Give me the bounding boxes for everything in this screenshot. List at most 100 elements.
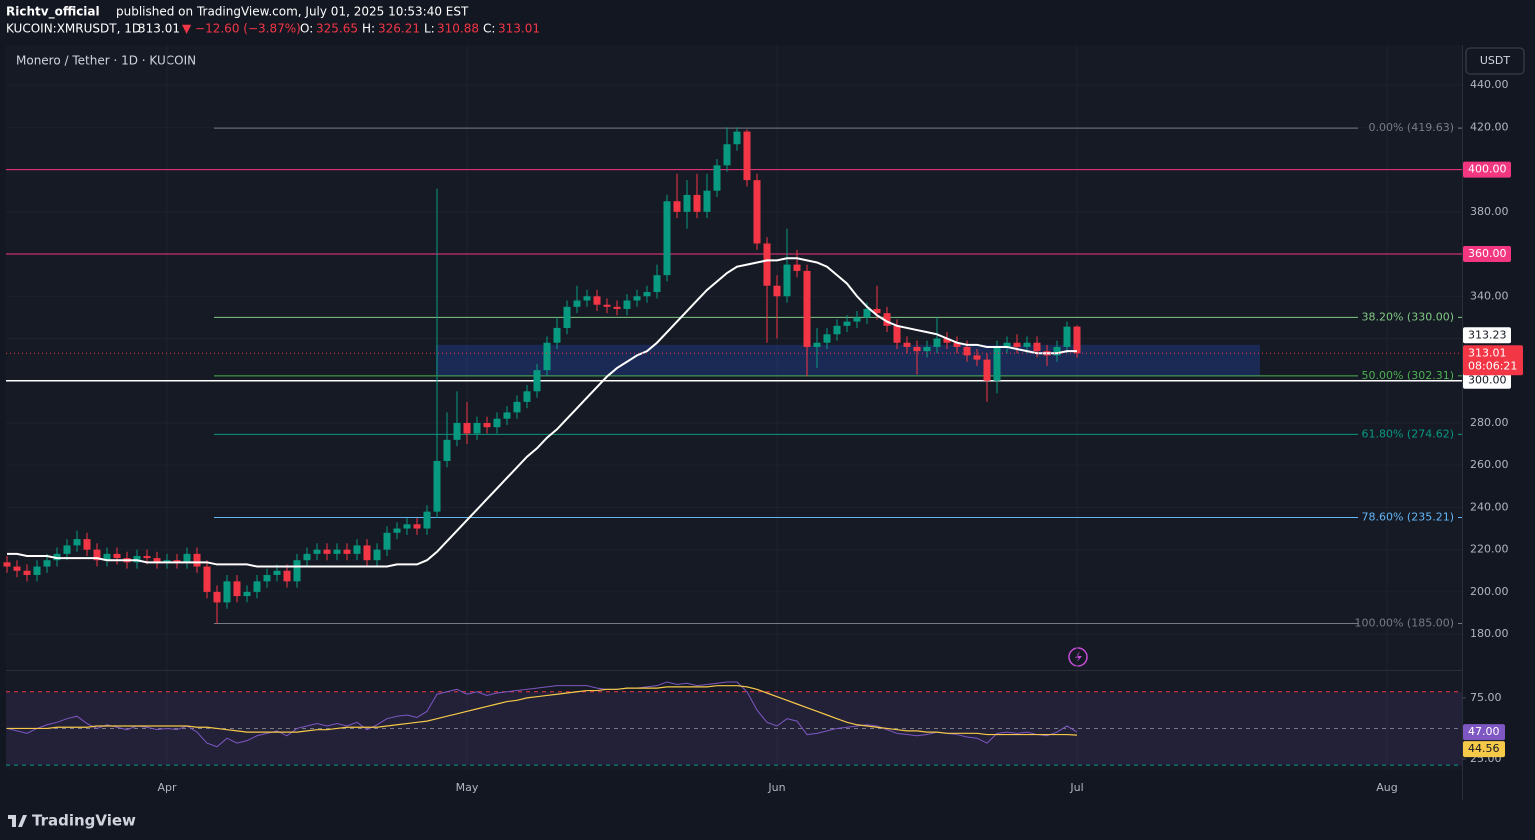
currency[interactable]: USDT bbox=[1480, 54, 1511, 67]
candle-body bbox=[1013, 342, 1021, 347]
candle-body bbox=[843, 321, 851, 326]
y-tick-label: 440.00 bbox=[1470, 78, 1509, 91]
candle-body bbox=[263, 574, 271, 582]
candle-body bbox=[823, 334, 831, 343]
candle-body bbox=[153, 558, 161, 563]
y-tick-label: 260.00 bbox=[1470, 458, 1509, 471]
quote-text: 326.21 bbox=[378, 22, 420, 36]
candle-body bbox=[743, 131, 751, 181]
published: published on TradingView.com, July 01, 2… bbox=[116, 5, 469, 19]
fib-label: 78.60% (235.21) bbox=[1361, 511, 1454, 524]
candle-body bbox=[273, 570, 281, 575]
candle-body bbox=[73, 539, 81, 546]
y-tick-label: 380.00 bbox=[1470, 205, 1509, 218]
candle-body bbox=[103, 553, 111, 561]
y-tick-label: 240.00 bbox=[1470, 500, 1509, 513]
rsi-pane bbox=[6, 671, 1462, 770]
candle-body bbox=[883, 313, 891, 326]
event-bolt bbox=[1075, 651, 1082, 663]
candle-body bbox=[933, 338, 941, 347]
candle-body bbox=[623, 300, 631, 309]
candle-body bbox=[833, 325, 841, 335]
candle-body bbox=[53, 553, 61, 561]
x-tick-label: Jun bbox=[767, 781, 785, 794]
candle-body bbox=[773, 285, 781, 297]
candle-body bbox=[63, 545, 71, 554]
candle-body bbox=[1073, 326, 1081, 354]
candle-body bbox=[613, 306, 621, 309]
marker-badge bbox=[1463, 327, 1511, 344]
candle-body bbox=[463, 422, 471, 434]
candle-body bbox=[963, 346, 971, 356]
candle-body bbox=[553, 327, 561, 343]
candle-body bbox=[593, 296, 601, 305]
candle-body bbox=[503, 412, 511, 419]
event-icon[interactable] bbox=[1068, 647, 1088, 667]
candle-body bbox=[1003, 342, 1011, 347]
candle-body bbox=[803, 270, 811, 347]
candle-body bbox=[93, 549, 101, 561]
zone bbox=[436, 344, 1260, 377]
brand: TradingView bbox=[32, 812, 136, 830]
y-tick-label: 200.00 bbox=[1470, 585, 1509, 598]
candle-body bbox=[113, 553, 121, 559]
candle-body bbox=[873, 308, 881, 314]
candle-body bbox=[473, 422, 481, 434]
candle-body bbox=[493, 418, 501, 428]
fib-label: 100.00% (185.00) bbox=[1354, 617, 1454, 630]
candle-body bbox=[323, 549, 331, 554]
candle-body bbox=[563, 306, 571, 328]
countdown: 08:06:21 bbox=[1468, 359, 1517, 372]
rsi-line bbox=[6, 681, 1078, 748]
candle-body bbox=[143, 555, 151, 559]
candle-body bbox=[903, 342, 911, 347]
candle-body bbox=[443, 439, 451, 461]
candle-body bbox=[223, 581, 231, 603]
quote-text: L: bbox=[424, 22, 435, 36]
candle-body bbox=[783, 264, 791, 297]
candle-body bbox=[1023, 342, 1031, 347]
level-badge-text: 300.00 bbox=[1468, 374, 1507, 387]
marker-text: 313.23 bbox=[1468, 328, 1507, 341]
candle-body bbox=[373, 549, 381, 561]
brand-logo bbox=[8, 815, 27, 827]
currency-button[interactable] bbox=[1465, 47, 1525, 75]
candle-body bbox=[983, 359, 991, 381]
candle-body bbox=[193, 553, 201, 567]
candle-body bbox=[793, 264, 801, 271]
candle-body bbox=[583, 296, 591, 301]
fib-label: 50.00% (302.31) bbox=[1361, 369, 1454, 382]
x-tick-label: Apr bbox=[157, 781, 177, 794]
candle-body bbox=[733, 131, 741, 145]
y-tick-label: 420.00 bbox=[1470, 120, 1509, 133]
candle-body bbox=[403, 524, 411, 529]
quote-text: 325.65 bbox=[316, 22, 358, 36]
level-badge bbox=[1463, 372, 1511, 389]
candle-body bbox=[523, 391, 531, 402]
candle-body bbox=[13, 566, 21, 571]
rsi-ma-badge bbox=[1463, 741, 1505, 758]
candle-body bbox=[683, 194, 691, 212]
y-tick-label: 280.00 bbox=[1470, 416, 1509, 429]
candle-body bbox=[283, 570, 291, 582]
candle-body bbox=[483, 422, 491, 428]
candle-body bbox=[913, 346, 921, 352]
candle-body bbox=[853, 317, 861, 322]
candle-body bbox=[453, 422, 461, 440]
candle-body bbox=[643, 292, 651, 297]
candle-body bbox=[423, 511, 431, 529]
candle-body bbox=[253, 581, 261, 592]
y-tick-label: 180.00 bbox=[1470, 627, 1509, 640]
candle-body bbox=[3, 562, 11, 567]
quote-text: ▼ −12.60 (−3.87%) bbox=[182, 22, 301, 36]
candle-body bbox=[603, 304, 611, 307]
candle-body bbox=[173, 560, 181, 563]
candle-body bbox=[43, 560, 51, 567]
fib-label: 38.20% (330.00) bbox=[1361, 310, 1454, 323]
candle-body bbox=[203, 566, 211, 592]
candle-body bbox=[303, 553, 311, 561]
quote-text: 313.01 bbox=[498, 22, 540, 36]
candle-body bbox=[23, 570, 31, 575]
